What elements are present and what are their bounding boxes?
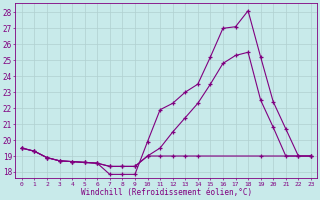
X-axis label: Windchill (Refroidissement éolien,°C): Windchill (Refroidissement éolien,°C): [81, 188, 252, 197]
